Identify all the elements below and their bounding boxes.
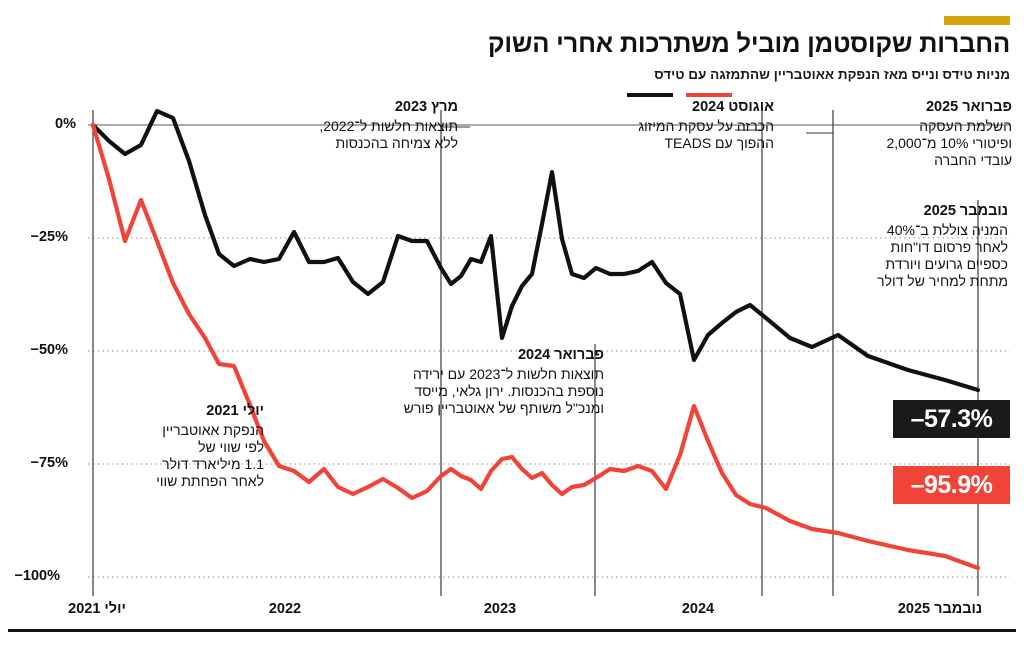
annotation-nov2025-line4: מתחת למחיר של דולר <box>877 273 1008 290</box>
ytick-label-75: −75% <box>30 455 69 471</box>
annotation-feb2024-heading: פברואר 2024 <box>517 347 604 363</box>
annotation-feb2024: פברואר 2024 תוצאות חלשות ל־2023 עם ירידה… <box>324 347 604 417</box>
annotation-aug2024-line2: ההפוך עם TEADS <box>664 135 774 152</box>
annotation-nov2025-line1: המניה צוללת ב־40% <box>886 221 1008 238</box>
xtick-label-jul2021: יולי 2021 <box>68 601 126 617</box>
annotation-jul2021-line1: הנפקת אאוטבריין <box>162 421 264 438</box>
gridlines <box>88 124 1010 578</box>
annotation-mar2023-line1: תוצאות חלשות ל־2022, <box>319 117 458 134</box>
ytick-label-25: −25% <box>30 229 69 245</box>
annotation-jul2021-line2: לפי שווי של <box>198 439 264 456</box>
event-marker-lines <box>92 110 979 596</box>
annotation-feb2024-line2: נוספת בהכנסות. ירון גלאי, מייסד <box>414 383 604 400</box>
xtick-label-nov2025: נובמבר 2025 <box>897 601 983 617</box>
annotation-aug2024: אוגוסט 2024 הכרזה על עסקת המיזוג ההפוך ע… <box>564 99 774 152</box>
gold-accent-bar <box>944 16 1010 25</box>
note-leader-lines <box>441 126 833 134</box>
legend <box>0 93 1024 99</box>
annotation-feb2025-heading: פברואר 2025 <box>925 99 1012 115</box>
value-badge-nice: –57.3% <box>893 400 1010 438</box>
annotation-nov2025: נובמבר 2025 המניה צוללת ב־40% לאחר פרסום… <box>768 203 1008 291</box>
ytick-label-100: −100% <box>14 568 60 584</box>
series-line-nice <box>90 108 981 393</box>
series-line-teads <box>90 122 981 571</box>
annotation-feb2025: פברואר 2025 השלמת העסקה ופיטורי 10% מ־2,… <box>817 99 1012 169</box>
page-title: החברות שקוסטמן מוביל משתרכות אחרי השוק <box>487 30 1010 58</box>
legend-swatch-nice <box>627 93 673 97</box>
annotation-nov2025-line3: כספיים גרועים ויורדת <box>885 256 1008 273</box>
annotation-jul2021: יולי 2021 הנפקת אאוטבריין לפי שווי של 1.… <box>64 403 264 491</box>
annotation-feb2025-line2: ופיטורי 10% מ־2,000 <box>886 135 1012 152</box>
value-badge-teads: –95.9% <box>893 466 1010 504</box>
xtick-label-2023: 2023 <box>483 601 517 617</box>
annotation-feb2025-line3: עובדי החברה <box>934 152 1012 169</box>
annotation-feb2025-line1: השלמת העסקה <box>919 117 1012 134</box>
annotation-nov2025-line2: לאחר פרסום דו"חות <box>890 239 1008 256</box>
legend-swatch-teads <box>686 93 732 97</box>
annotation-feb2024-line1: תוצאות חלשות ל־2023 עם ירידה <box>412 365 604 382</box>
annotation-aug2024-heading: אוגוסט 2024 <box>692 99 774 115</box>
ytick-label-50: −50% <box>30 342 69 358</box>
annotation-feb2024-line3: ומנכ"ל משותף של אאוטבריין פורש <box>403 400 604 417</box>
annotation-mar2023-heading: מרץ 2023 <box>394 99 458 115</box>
footer-divider <box>8 629 1016 632</box>
ytick-label-0: 0% <box>55 116 76 132</box>
annotation-mar2023: מרץ 2023 תוצאות חלשות ל־2022, ללא צמיחה … <box>298 99 458 152</box>
xtick-label-2024: 2024 <box>681 601 715 617</box>
xtick-label-2022: 2022 <box>268 601 302 617</box>
annotation-aug2024-line1: הכרזה על עסקת המיזוג <box>638 117 774 134</box>
annotation-mar2023-line2: ללא צמיחה בהכנסות <box>335 135 459 152</box>
page-subtitle: מניות טידס ונייס מאז הנפקת אאוטבריין שהת… <box>654 67 1010 82</box>
annotation-jul2021-line4: לאחר הפחתת שווי <box>156 473 264 490</box>
annotation-jul2021-heading: יולי 2021 <box>206 403 264 419</box>
annotation-jul2021-line3: 1.1 מיליארד דולר <box>162 456 264 473</box>
annotation-nov2025-heading: נובמבר 2025 <box>923 203 1008 219</box>
